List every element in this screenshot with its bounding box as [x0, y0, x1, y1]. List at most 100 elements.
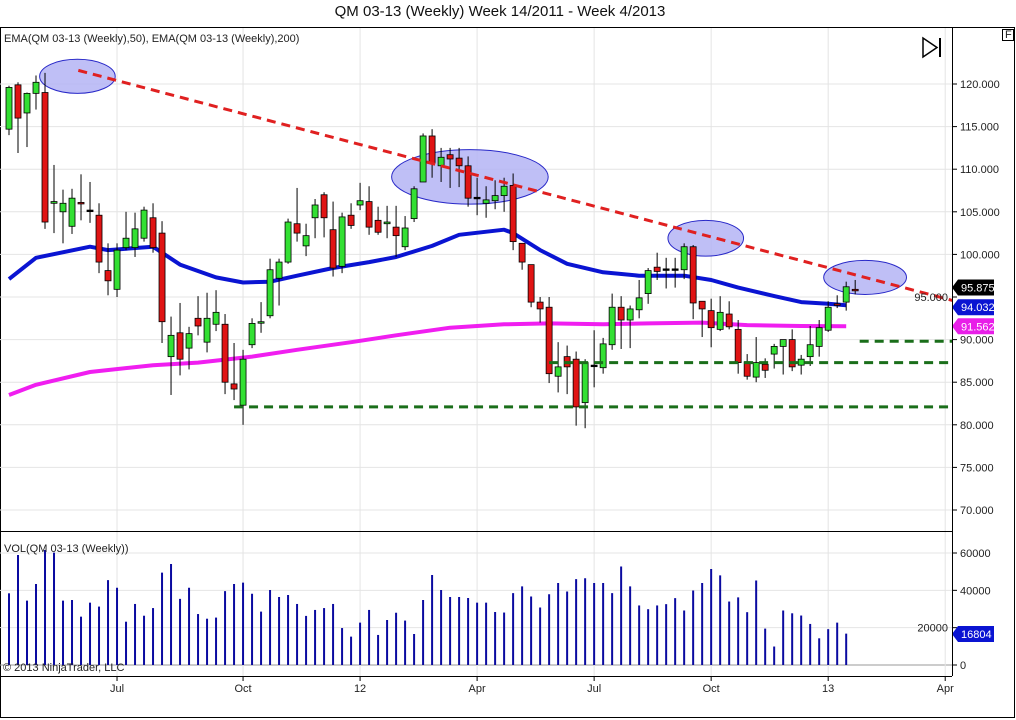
- candle-body: [419, 135, 427, 183]
- axes: 120.000 115.000 110.000 105.000 100.000 95.00…: [110, 79, 1000, 695]
- scroll-to-end-icon[interactable]: [922, 36, 941, 59]
- time-tick-label: Jul: [587, 683, 601, 695]
- time-tick-label: Jul: [110, 683, 124, 695]
- candle-body: [455, 157, 463, 167]
- candle-body: [428, 135, 436, 164]
- candle-body: [770, 346, 778, 355]
- candle-body: [482, 199, 490, 204]
- candle-body: [554, 366, 562, 377]
- candle-body: [275, 261, 283, 279]
- candle-body: [689, 246, 697, 304]
- candle-body: [752, 362, 760, 378]
- candle-body: [23, 92, 31, 114]
- candle-body: [500, 185, 508, 197]
- candle-body: [284, 221, 292, 263]
- price-tick-label: 115.000: [960, 122, 999, 134]
- price-tick-label: 90.000: [960, 335, 994, 347]
- candle-body: [734, 328, 742, 364]
- candle-body: [104, 270, 112, 282]
- candle-body: [446, 154, 454, 160]
- candle-body: [131, 228, 139, 248]
- candle-body: [851, 288, 859, 292]
- time-tick-label: Oct: [703, 683, 720, 695]
- candle-body: [527, 264, 535, 303]
- candle-body: [806, 344, 814, 358]
- price-tick-label: 80.000: [960, 420, 994, 432]
- volume-tick-label: 20000: [917, 623, 948, 635]
- candle-body: [212, 311, 220, 325]
- ema50-value-label: 94.032: [961, 302, 995, 314]
- price-panel-label: EMA(QM 03-13 (Weekly),50), EMA(QM 03-13 …: [4, 33, 299, 45]
- price-tick-label: 70.000: [960, 505, 994, 517]
- ema50-line: [7, 227, 847, 308]
- candle-body: [581, 362, 589, 404]
- last-volume-label-flag: [952, 626, 994, 642]
- candle-body: [248, 323, 256, 346]
- candle-body: [788, 339, 796, 368]
- candle-body: [302, 235, 310, 247]
- highlight-ellipse: [667, 219, 745, 257]
- candle-body: [590, 364, 598, 368]
- price-tick-label: 110.000: [960, 164, 999, 176]
- volume-panel-label: VOL(QM 03-13 (Weekly)): [4, 543, 129, 555]
- time-tick-label: Apr: [937, 683, 954, 695]
- candle-body: [230, 383, 238, 390]
- candle-body: [824, 306, 832, 331]
- candle-body: [95, 214, 103, 263]
- ema200-value-label: 91.562: [961, 321, 995, 333]
- candle-body: [815, 327, 823, 347]
- f-button[interactable]: [1002, 29, 1014, 41]
- volume-tick-label: 40000: [960, 585, 991, 597]
- last-price-label: 95.875: [961, 283, 995, 295]
- candle-body: [194, 317, 202, 327]
- candle-body: [437, 156, 445, 167]
- volume-tick-label: 60000: [960, 548, 991, 560]
- candle-body: [599, 343, 607, 369]
- candle-body: [239, 358, 247, 406]
- volume-bars: [8, 550, 848, 665]
- candle-body: [797, 358, 805, 366]
- volume-tick-label: 0: [960, 660, 966, 672]
- last-volume-label: 16804: [961, 629, 992, 641]
- price-tick-label: 75.000: [960, 462, 994, 474]
- candle-body: [257, 321, 265, 324]
- candle-body: [536, 301, 544, 310]
- time-tick-label: Apr: [469, 683, 486, 695]
- candle-body: [356, 200, 364, 206]
- candle-body: [842, 286, 850, 303]
- price-tick-label: 85.000: [960, 377, 994, 389]
- candle-body: [68, 197, 76, 227]
- time-tick-label: 12: [354, 683, 366, 695]
- candle-body: [671, 268, 679, 271]
- candle-body: [383, 221, 391, 225]
- candle-body: [221, 323, 229, 383]
- candle-body: [401, 227, 409, 248]
- chart-frame: [0, 27, 1015, 718]
- candle-body: [329, 229, 337, 269]
- candle-body: [167, 334, 175, 358]
- candle-body: [266, 269, 274, 317]
- candle-body: [32, 81, 40, 94]
- candle-body: [716, 311, 724, 330]
- ema200-value-label-flag: [952, 318, 994, 335]
- candle-body: [617, 306, 625, 321]
- candle-body: [86, 209, 94, 212]
- candle-body: [347, 214, 355, 226]
- candle-body: [644, 270, 652, 294]
- candle-body: [680, 246, 688, 271]
- price-tick-label: 100.000: [960, 249, 1000, 261]
- time-tick-label: 13: [822, 683, 834, 695]
- candle-body: [338, 216, 346, 267]
- price-tick-label: 105.000: [960, 207, 1000, 219]
- candle-body: [518, 242, 526, 263]
- candle-body: [707, 310, 715, 329]
- time-tick-label: Oct: [234, 683, 251, 695]
- candle-body: [149, 217, 157, 248]
- candle-body: [365, 201, 373, 228]
- candle-body: [725, 313, 733, 328]
- candle-body: [698, 300, 706, 310]
- last-price-label-flag: [952, 279, 994, 296]
- f-button-label: F: [1005, 29, 1012, 41]
